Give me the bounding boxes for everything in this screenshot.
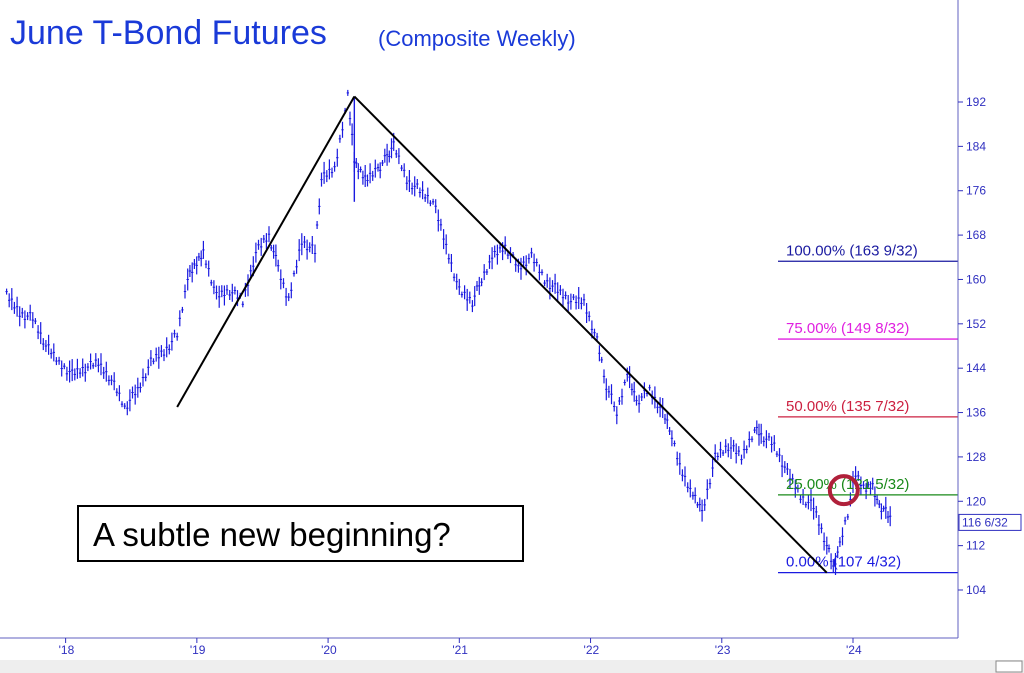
- last-price-tag: 116 6/32: [958, 513, 1022, 531]
- trend-line: [353, 95, 828, 574]
- y-tick-label: 184: [966, 139, 986, 153]
- x-tick-label: '18: [59, 643, 75, 657]
- y-tick-label: 144: [966, 361, 986, 375]
- fib-label: 100.00% (163 9/32): [786, 242, 918, 259]
- y-tick-label: 168: [966, 228, 986, 242]
- circle-marker: [827, 474, 860, 507]
- price-series: [5, 89, 892, 575]
- fibonacci-levels: 100.00% (163 9/32) 75.00% (149 8/32) 50.00…: [778, 242, 958, 574]
- fib-label: 25.00% (121 5/32): [786, 476, 909, 493]
- chart-title: June T-Bond Futures: [10, 14, 327, 52]
- scrollbar-thumb[interactable]: [995, 660, 1023, 673]
- y-tick-label: 192: [966, 95, 986, 109]
- x-tick-label: '22: [584, 643, 600, 657]
- x-tick-label: '24: [846, 643, 862, 657]
- y-tick-label: 128: [966, 450, 986, 464]
- x-axis-ticks: '18 '19 '20 '21 '22 '23 '24: [59, 638, 862, 657]
- y-tick-label: 160: [966, 272, 986, 286]
- trend-line: [176, 95, 356, 408]
- y-tick-label: 112: [966, 539, 985, 553]
- fib-label: 50.00% (135 7/32): [786, 398, 909, 415]
- y-tick-label: 136: [966, 406, 986, 420]
- chart-subtitle: (Composite Weekly): [378, 26, 576, 51]
- y-tick-label: 152: [966, 317, 986, 331]
- y-tick-label: 120: [966, 494, 986, 508]
- y-tick-label: 176: [966, 184, 986, 198]
- circle-markers: [827, 474, 860, 507]
- y-tick-label: 104: [966, 583, 986, 597]
- annotation-box: [77, 505, 524, 562]
- x-tick-label: '20: [321, 643, 337, 657]
- scrollbar-track[interactable]: [0, 660, 1024, 673]
- annotation-callout: A subtle new beginning?: [77, 505, 524, 562]
- x-tick-label: '23: [715, 643, 731, 657]
- last-price-label: 116 6/32: [962, 515, 1008, 529]
- x-tick-label: '21: [452, 643, 468, 657]
- annotation-text: A subtle new beginning?: [93, 516, 451, 553]
- scrollbar[interactable]: [0, 660, 1024, 673]
- trend-lines: [176, 95, 828, 574]
- fib-label: 75.00% (149 8/32): [786, 320, 909, 337]
- y-axis-ticks: 104 112 120 128 136 144 152 160 168 176 184 192: [958, 95, 986, 597]
- last-price-box: [958, 513, 1022, 531]
- fib-label: 0.00% (107 4/32): [786, 554, 901, 571]
- x-tick-label: '19: [190, 643, 206, 657]
